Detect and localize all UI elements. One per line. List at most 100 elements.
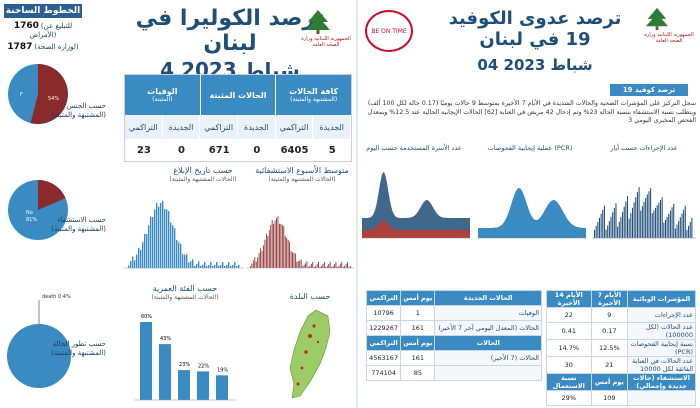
chart-bar (669, 210, 671, 238)
chart-bar (620, 216, 622, 238)
chart-bar (280, 223, 282, 268)
chart-bar (208, 264, 210, 268)
covid-summary-text: سجل التركيز على المؤشرات الصحية والحالات… (367, 100, 696, 124)
chart-bar (281, 224, 283, 268)
chart-bar (656, 205, 658, 238)
chart-hosp-weekly (246, 216, 354, 269)
chart-bar (341, 262, 343, 268)
chart-bar (268, 230, 270, 268)
chart-bar (212, 266, 214, 268)
chart-bar (216, 261, 218, 268)
covid-date: 04 شباط 2023 (477, 56, 593, 74)
chart-bar (329, 261, 331, 268)
chart-bar (332, 266, 334, 268)
chart-bar (232, 265, 234, 268)
chart-bar (204, 261, 206, 268)
chart-bar (342, 267, 344, 268)
chart-bar (602, 209, 604, 238)
chart-bar (230, 266, 232, 268)
chart-bar (310, 263, 312, 268)
chart-bar (178, 242, 180, 268)
covid-chart-cases-title: عدد الإجراءات حسب أيار (610, 144, 678, 152)
chart-bar (192, 259, 194, 268)
chart-bar (276, 218, 277, 268)
chart-bar (261, 251, 263, 268)
chart-report-date (124, 200, 244, 269)
chart-bar (160, 203, 162, 268)
chart-bar (661, 197, 663, 238)
chart-bar (309, 265, 311, 268)
chart-bar (312, 261, 314, 268)
chart-bar (210, 261, 212, 268)
chart-bar (297, 261, 299, 268)
chart-bar (345, 264, 347, 268)
chart-bar (673, 203, 675, 238)
map-lebanon (289, 309, 331, 399)
chart-bar (615, 203, 617, 238)
chart-bar (286, 237, 288, 268)
chart-bar (148, 225, 150, 268)
covid-chart-beds (362, 172, 470, 239)
chart-bar (136, 254, 138, 268)
chart-bar (150, 216, 152, 268)
chart-bar (255, 261, 257, 268)
chart-bar (313, 267, 315, 268)
chart-bar (236, 266, 238, 268)
chart-bar (166, 209, 168, 268)
chart-bar (152, 217, 154, 268)
hotline-box: الخطوط الساخنة 1760 (للتبليغ عن الأمراض) … (4, 4, 82, 56)
val-deaths-new: 0 (178, 144, 185, 156)
chart-bar (186, 254, 188, 268)
chart-bar (636, 192, 638, 238)
chart-bar (277, 216, 279, 268)
map-marker (296, 382, 300, 386)
covid-summary-tag: ترصد كوفيد 19 (610, 84, 688, 96)
chart-bar (681, 213, 683, 238)
age-bar-label: 22% (198, 363, 209, 369)
chart-bar (610, 216, 612, 238)
chart-bar (335, 262, 337, 268)
val-all-cum: 6405 (280, 144, 309, 156)
th-confirmed: الحالات المثبتة (200, 75, 277, 115)
age-bar (178, 370, 190, 400)
chart-bar (251, 263, 253, 268)
chart-bar (158, 206, 160, 268)
chart-bar (260, 248, 261, 268)
chart-bar (303, 264, 305, 268)
chart-bar (617, 226, 619, 238)
chart-bar (612, 212, 614, 238)
chart-bar (597, 221, 599, 238)
chart-bar (156, 202, 158, 268)
chart-bar (273, 223, 275, 268)
chart-bar (270, 224, 272, 268)
chart-hosp-weekly-title: متوسط الأسبوع الاستشفائية (الحالات المشتب… (255, 166, 349, 183)
chart-bar (676, 224, 678, 238)
chart-bar (170, 222, 172, 268)
covid-chart-cases (592, 187, 696, 239)
chart-bar (290, 251, 292, 268)
chart-bar (630, 213, 632, 238)
chart-bar (267, 235, 269, 268)
chart-bar (664, 219, 666, 238)
chart-bar (228, 261, 230, 268)
chart-bar (686, 229, 688, 238)
chart-bar (348, 267, 350, 268)
chart-bar (338, 266, 340, 268)
age-bar (197, 371, 209, 400)
chart-bar (264, 239, 266, 268)
chart-bar (618, 221, 620, 238)
chart-bar (164, 208, 166, 268)
chart-bar (132, 256, 134, 268)
chart-bar (689, 221, 691, 238)
chart-bar (308, 267, 309, 268)
pie-hosp-label: No (26, 210, 33, 216)
chart-bar (350, 266, 351, 268)
chart-bar (142, 242, 144, 268)
chart-bar (622, 211, 624, 238)
chart-bar (648, 191, 650, 238)
chart-bar (323, 261, 325, 268)
chart-bar (176, 239, 178, 268)
age-bar (140, 322, 152, 400)
chart-bar (344, 266, 346, 268)
chart-bar (635, 197, 637, 238)
